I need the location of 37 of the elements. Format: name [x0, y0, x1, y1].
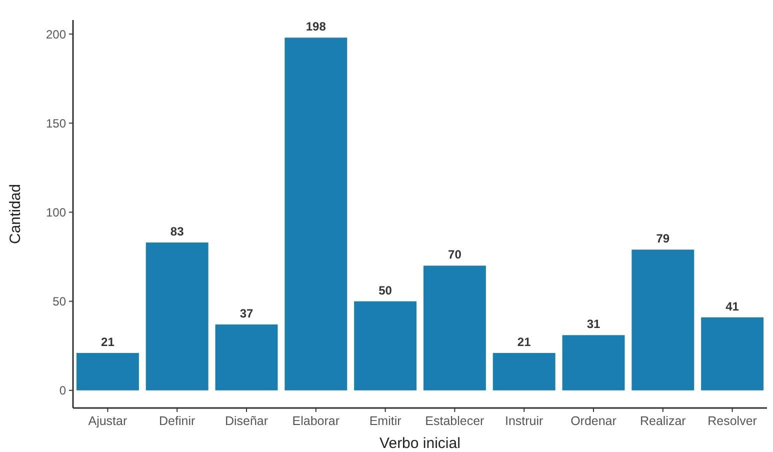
x-tick-label: Emitir	[369, 414, 402, 428]
y-tick-label: 150	[46, 116, 66, 130]
bar	[354, 301, 417, 390]
x-tick-label: Instruir	[505, 414, 544, 428]
y-tick-label: 200	[46, 27, 66, 42]
data-label: 21	[517, 334, 532, 349]
y-tick-label: 0	[59, 384, 66, 398]
x-tick-label: Establecer	[425, 414, 484, 428]
bar	[492, 352, 556, 390]
x-axis-title: Verbo inicial	[380, 435, 460, 452]
bar	[215, 324, 278, 390]
bar	[146, 242, 208, 390]
data-label: 198	[306, 20, 326, 34]
x-tick-label: Resolver	[708, 414, 757, 428]
data-label: 31	[586, 317, 600, 332]
data-label: 37	[240, 306, 254, 320]
x-tick-label: Elaborar	[292, 414, 340, 428]
data-label: 70	[448, 248, 462, 262]
x-tick-label: Realizar	[640, 414, 686, 428]
x-tick-label: Definir	[159, 414, 196, 428]
x-tick-label: Ordenar	[570, 414, 616, 428]
data-label: 41	[726, 299, 740, 314]
x-tick-label: Diseñar	[224, 414, 268, 428]
data-label: 21	[101, 334, 115, 349]
bar	[701, 317, 764, 390]
data-label: 79	[656, 232, 670, 246]
bar	[632, 250, 694, 390]
x-tick-label: Ajustar	[88, 414, 128, 428]
y-tick-label: 50	[52, 294, 66, 308]
bar	[423, 266, 486, 390]
data-label: 50	[378, 283, 392, 298]
data-label: 83	[170, 224, 184, 239]
bar	[76, 352, 139, 390]
y-tick-label: 100	[46, 205, 66, 220]
bar	[562, 335, 625, 390]
y-axis-title: Cantidad	[7, 184, 24, 244]
bar	[284, 38, 348, 390]
